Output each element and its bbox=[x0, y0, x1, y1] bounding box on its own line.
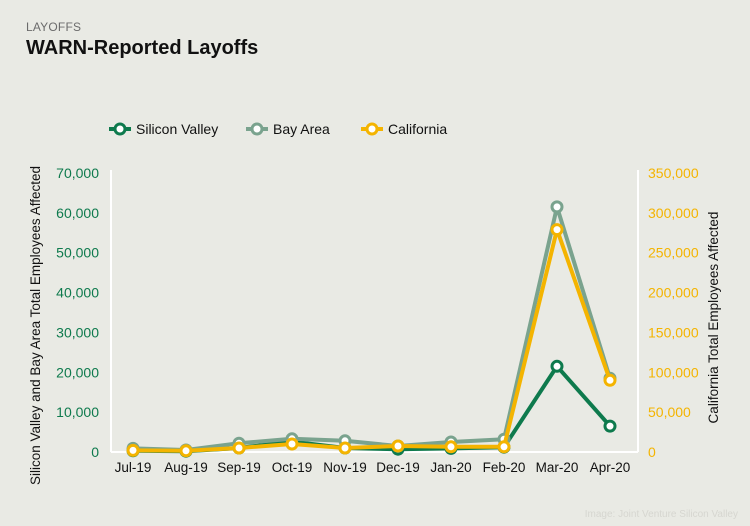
bay-area-point bbox=[550, 200, 564, 214]
y-tick-label-left: 30,000 bbox=[56, 324, 99, 340]
y-tick-label-right: 250,000 bbox=[648, 245, 699, 261]
california-point bbox=[285, 437, 299, 451]
california-point bbox=[444, 440, 458, 454]
x-tick-label: Jan-20 bbox=[430, 460, 471, 475]
california-point bbox=[603, 373, 617, 387]
x-tick-label: Feb-20 bbox=[483, 460, 526, 475]
legend-california-label: California bbox=[388, 121, 447, 137]
california-point bbox=[550, 223, 564, 237]
chart-eyebrow: LAYOFFS bbox=[26, 20, 82, 34]
chart-title: WARN-Reported Layoffs bbox=[26, 37, 259, 59]
legend-california-swatch-marker bbox=[365, 122, 379, 136]
y-tick-label-left: 50,000 bbox=[56, 245, 99, 261]
x-tick-label: Mar-20 bbox=[536, 460, 579, 475]
california-point bbox=[338, 441, 352, 455]
legend-silicon-valley-swatch-marker bbox=[113, 122, 127, 136]
y-axis-title-left: Silicon Valley and Bay Area Total Employ… bbox=[28, 166, 43, 485]
legend-silicon-valley-label: Silicon Valley bbox=[136, 121, 218, 137]
y-tick-label-right: 150,000 bbox=[648, 324, 699, 340]
legend-bay-area-swatch-marker bbox=[250, 122, 264, 136]
y-axis-title-right: California Total Employees Affected bbox=[706, 212, 721, 424]
x-tick-label: Sep-19 bbox=[217, 460, 261, 475]
x-tick-label: Aug-19 bbox=[164, 460, 208, 475]
y-tick-label-right: 50,000 bbox=[648, 404, 691, 420]
california-point bbox=[497, 440, 511, 454]
y-tick-label-left: 20,000 bbox=[56, 364, 99, 380]
y-tick-label-left: 60,000 bbox=[56, 205, 99, 221]
x-tick-label: Dec-19 bbox=[376, 460, 420, 475]
california-line bbox=[132, 227, 612, 453]
y-tick-label-right: 0 bbox=[648, 444, 656, 460]
y-tick-label-left: 40,000 bbox=[56, 285, 99, 301]
x-tick-label: Nov-19 bbox=[323, 460, 367, 475]
y-tick-label-right: 300,000 bbox=[648, 205, 699, 221]
silicon-valley-point bbox=[603, 419, 617, 433]
silicon-valley-line bbox=[132, 364, 612, 454]
y-tick-label-left: 70,000 bbox=[56, 165, 99, 181]
silicon-valley-point bbox=[550, 359, 564, 373]
y-tick-label-right: 200,000 bbox=[648, 285, 699, 301]
image-credit: Image: Joint Venture Silicon Valley bbox=[584, 509, 738, 520]
california-point bbox=[232, 441, 246, 455]
x-tick-label: Oct-19 bbox=[272, 460, 313, 475]
x-tick-label: Jul-19 bbox=[115, 460, 152, 475]
y-tick-label-right: 350,000 bbox=[648, 165, 699, 181]
legend-bay-area-label: Bay Area bbox=[273, 121, 330, 137]
bay-area-line bbox=[132, 204, 612, 452]
y-tick-label-left: 0 bbox=[91, 444, 99, 460]
california-point bbox=[126, 443, 140, 457]
california-point bbox=[391, 439, 405, 453]
x-tick-label: Apr-20 bbox=[590, 460, 631, 475]
california-point bbox=[179, 444, 193, 458]
y-tick-label-left: 10,000 bbox=[56, 404, 99, 420]
y-tick-label-right: 100,000 bbox=[648, 364, 699, 380]
